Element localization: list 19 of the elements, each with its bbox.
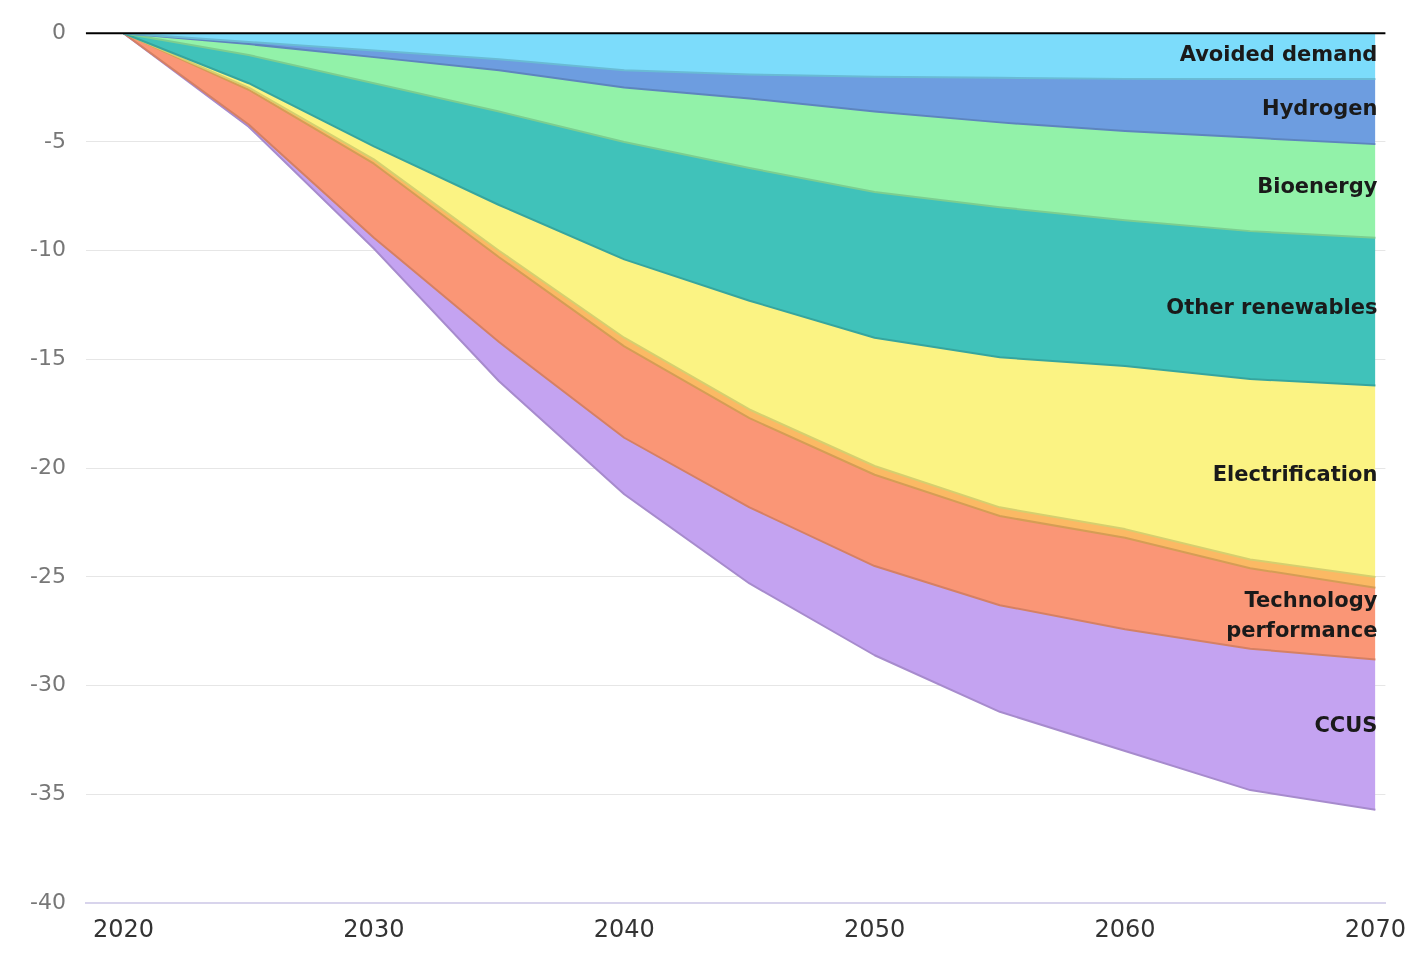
y-tick-label: -40	[30, 888, 66, 914]
y-tick-label: -25	[30, 562, 66, 588]
y-tick-label: -10	[30, 236, 66, 262]
x-tick-label: 2070	[1344, 914, 1406, 943]
x-tick-label: 2020	[92, 914, 155, 943]
series-label: Avoided demand	[1179, 42, 1378, 67]
x-tick-label: 2060	[1094, 914, 1156, 943]
x-tick-label: 2030	[343, 914, 405, 943]
y-tick-label: -30	[30, 671, 66, 697]
y-tick-label: -20	[30, 453, 66, 479]
x-tick-label: 2050	[844, 914, 906, 943]
series-label: Electrification	[1212, 461, 1378, 486]
y-tick-label: -5	[44, 127, 66, 153]
series-label: CCUS	[1314, 713, 1378, 738]
x-tick-label: 2040	[593, 914, 655, 943]
y-tick-label: -15	[30, 345, 66, 371]
y-tick-label: 0	[51, 18, 66, 44]
series-label: Bioenergy	[1257, 174, 1378, 199]
y-tick-label: -35	[30, 780, 66, 806]
